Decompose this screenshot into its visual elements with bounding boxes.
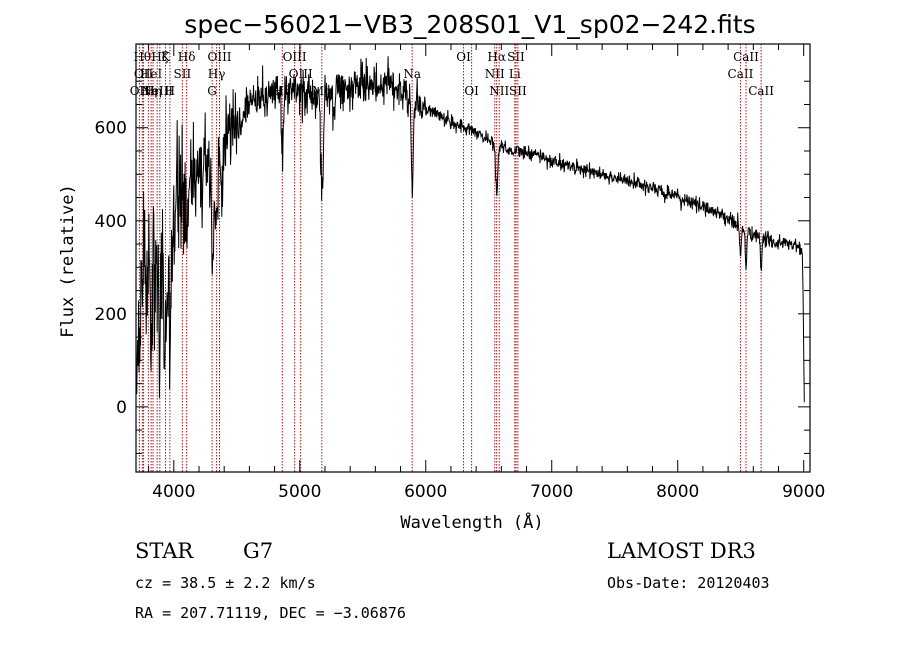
spectrum-layer: [135, 56, 805, 403]
line-marker-label: OI: [464, 84, 479, 98]
line-marker-label: OIII: [283, 50, 307, 64]
coordinates-text: RA = 207.71119, DEC = −3.06876: [135, 604, 406, 622]
line-marker-label: NII: [485, 67, 505, 81]
line-marker-label: Hδ: [178, 50, 196, 64]
line-marker-label: SII: [507, 50, 525, 64]
line-marker-label: CaII: [728, 67, 754, 81]
x-tick-label: 7000: [530, 482, 573, 502]
x-tick-label: 8000: [656, 482, 699, 502]
line-marker-label: H: [165, 84, 175, 98]
line-marker-label: Hγ: [208, 67, 226, 81]
line-marker-label: K: [161, 50, 171, 64]
x-tick-label: 4000: [152, 482, 195, 502]
line-marker-label: OIII: [207, 50, 231, 64]
line-marker-label: Na: [403, 67, 421, 81]
line-marker-label: Hζ: [151, 50, 168, 64]
x-axis-label: Wavelength (Å): [400, 511, 543, 533]
line-marker-label: OI: [456, 50, 471, 64]
line-marker-label: SII: [174, 67, 192, 81]
redshift-text: cz = 38.5 ± 2.2 km/s: [135, 574, 316, 592]
line-marker-label: SII: [509, 84, 527, 98]
y-tick-label: 400: [95, 212, 127, 232]
x-tick-label: 5000: [278, 482, 321, 502]
obs-date-text: Obs-Date: 20120403: [607, 574, 770, 592]
line-marker-label: CaII: [733, 50, 759, 64]
object-subclass: G7: [243, 539, 274, 563]
object-class: STAR: [135, 539, 194, 563]
line-marker-label: HeI: [140, 67, 163, 81]
line-marker-label: OIII: [289, 67, 313, 81]
line-marker-label: CaII: [748, 84, 774, 98]
survey-name: LAMOST DR3: [607, 539, 756, 563]
line-marker-label: OII: [130, 84, 150, 98]
line-marker-label: G: [207, 84, 217, 98]
line-marker-label: Li: [509, 67, 521, 81]
y-axis-label: Flux (relative): [58, 184, 78, 338]
chart-title: spec−56021−VB3_208S01_V1_sp02−242.fits: [184, 10, 755, 39]
x-tick-label: 9000: [782, 482, 825, 502]
y-tick-label: 600: [95, 119, 127, 139]
x-tick-label: 6000: [404, 482, 447, 502]
line-marker-label: NII: [489, 84, 509, 98]
y-tick-label: 200: [95, 305, 127, 325]
spectrum-line: [135, 56, 805, 403]
y-tick-label: 0: [116, 398, 127, 418]
line-marker-label: Hα: [487, 50, 506, 64]
axis-ticks: 4000 5000 6000 7000 8000 9000 0 200 400 600: [95, 44, 825, 502]
plot-frame: [135, 43, 811, 473]
line-marker-label: Hθ: [133, 50, 151, 64]
